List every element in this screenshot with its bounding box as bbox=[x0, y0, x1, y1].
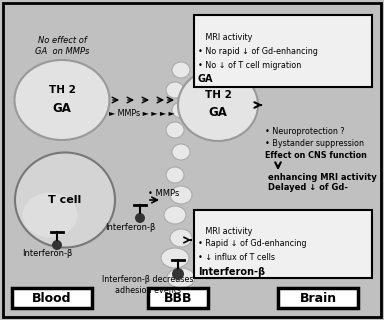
FancyBboxPatch shape bbox=[148, 288, 208, 308]
Ellipse shape bbox=[166, 167, 184, 183]
FancyBboxPatch shape bbox=[278, 288, 358, 308]
Circle shape bbox=[172, 268, 184, 280]
Ellipse shape bbox=[172, 144, 190, 160]
Ellipse shape bbox=[170, 229, 192, 247]
Ellipse shape bbox=[161, 248, 189, 268]
Text: No effect of
GA  on MMPs: No effect of GA on MMPs bbox=[35, 36, 89, 56]
FancyBboxPatch shape bbox=[3, 3, 381, 317]
Text: GA: GA bbox=[198, 74, 214, 84]
Text: Effect on CNS function: Effect on CNS function bbox=[265, 150, 367, 159]
Ellipse shape bbox=[172, 62, 190, 78]
Text: ► MMPs ► ► ► ►: ► MMPs ► ► ► ► bbox=[109, 108, 175, 117]
Text: MRI activity: MRI activity bbox=[198, 228, 252, 236]
Ellipse shape bbox=[170, 186, 192, 204]
Text: • Rapid ↓ of Gd-enhancing: • Rapid ↓ of Gd-enhancing bbox=[198, 239, 306, 249]
Ellipse shape bbox=[166, 82, 184, 98]
Ellipse shape bbox=[178, 69, 258, 141]
Text: MRI activity: MRI activity bbox=[198, 34, 252, 43]
Text: Interferon-β decreases
adhesion events: Interferon-β decreases adhesion events bbox=[102, 275, 194, 295]
FancyBboxPatch shape bbox=[12, 288, 92, 308]
Text: GA: GA bbox=[53, 101, 71, 115]
Ellipse shape bbox=[164, 206, 186, 224]
Text: • No ↓ of T cell migration: • No ↓ of T cell migration bbox=[198, 60, 301, 69]
Ellipse shape bbox=[15, 60, 109, 140]
Text: Interferon-β: Interferon-β bbox=[22, 249, 72, 258]
Text: Interferon-β: Interferon-β bbox=[198, 267, 265, 277]
Ellipse shape bbox=[166, 122, 184, 138]
Ellipse shape bbox=[15, 153, 115, 247]
Text: • Bystander suppression: • Bystander suppression bbox=[265, 139, 364, 148]
Text: Delayed ↓ of Gd-: Delayed ↓ of Gd- bbox=[268, 183, 348, 193]
Text: GA: GA bbox=[209, 107, 227, 119]
FancyBboxPatch shape bbox=[194, 15, 372, 87]
Text: • Neuroprotection ?: • Neuroprotection ? bbox=[265, 127, 344, 137]
Circle shape bbox=[52, 240, 62, 250]
Text: Brain: Brain bbox=[300, 292, 336, 305]
FancyBboxPatch shape bbox=[194, 210, 372, 278]
Text: Blood: Blood bbox=[32, 292, 72, 305]
Text: T cell: T cell bbox=[48, 195, 82, 205]
Text: • MMPs: • MMPs bbox=[148, 188, 179, 197]
Ellipse shape bbox=[23, 193, 78, 237]
Text: TH 2: TH 2 bbox=[205, 90, 232, 100]
Text: • ↓ influx of T cells: • ↓ influx of T cells bbox=[198, 252, 275, 261]
Text: enhancing MRI activity: enhancing MRI activity bbox=[268, 173, 377, 182]
Text: Interferon-β: Interferon-β bbox=[105, 223, 156, 233]
Circle shape bbox=[135, 213, 145, 223]
Text: TH 2: TH 2 bbox=[48, 85, 75, 95]
Text: BBB: BBB bbox=[164, 292, 192, 305]
Text: • No rapid ↓ of Gd-enhancing: • No rapid ↓ of Gd-enhancing bbox=[198, 46, 318, 55]
Ellipse shape bbox=[172, 102, 190, 118]
Ellipse shape bbox=[167, 268, 195, 288]
